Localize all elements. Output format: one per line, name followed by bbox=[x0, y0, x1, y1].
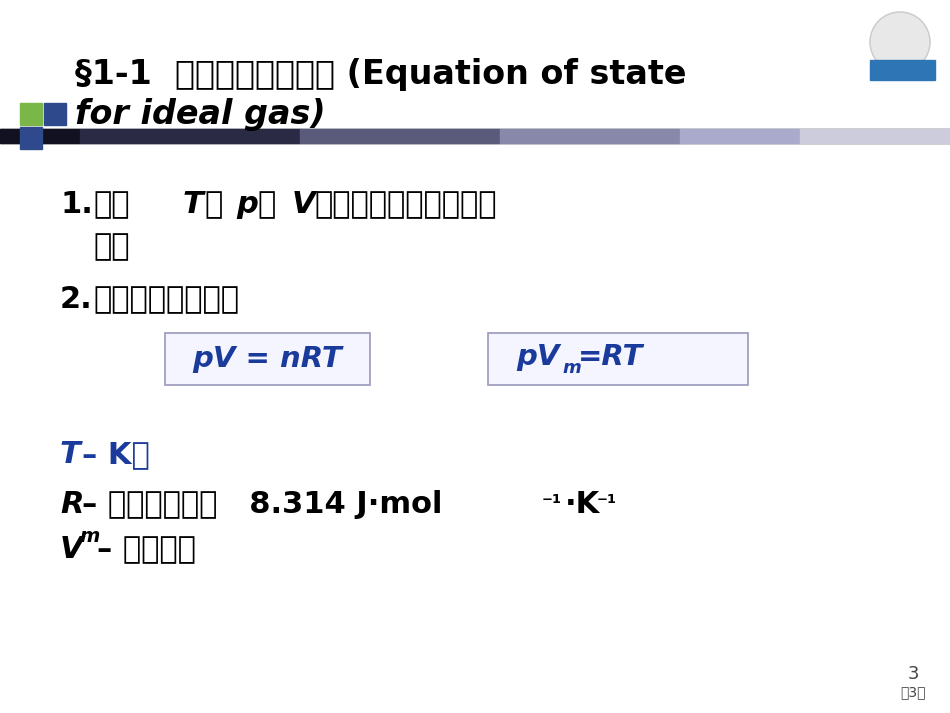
Bar bbox=[44, 103, 66, 125]
Text: – K；: – K； bbox=[82, 440, 150, 469]
Text: ⁻¹: ⁻¹ bbox=[597, 494, 618, 514]
Text: 方程: 方程 bbox=[93, 232, 129, 261]
Bar bbox=[165, 333, 370, 385]
Circle shape bbox=[870, 12, 930, 72]
Text: for ideal gas): for ideal gas) bbox=[75, 98, 326, 131]
Text: R: R bbox=[60, 490, 84, 519]
Bar bbox=[870, 60, 935, 80]
Text: m: m bbox=[562, 359, 580, 377]
Text: 、: 、 bbox=[257, 190, 276, 219]
Text: – 摩尔体积: – 摩尔体积 bbox=[97, 535, 196, 564]
Text: 、: 、 bbox=[204, 190, 222, 219]
Bar bbox=[0, 129, 950, 143]
Text: 联系: 联系 bbox=[93, 190, 129, 219]
Text: =RT: =RT bbox=[578, 343, 643, 371]
Text: – 摩尔气体常数   8.314 J·mol: – 摩尔气体常数 8.314 J·mol bbox=[82, 490, 443, 519]
Text: §1-1  抱负气体状态方程 (Equation of state: §1-1 抱负气体状态方程 (Equation of state bbox=[75, 58, 687, 91]
Bar bbox=[500, 129, 680, 143]
Text: 1.: 1. bbox=[60, 190, 93, 219]
Text: p: p bbox=[236, 190, 257, 219]
Text: 抱负气体状态方程: 抱负气体状态方程 bbox=[93, 285, 239, 314]
Text: 第3页: 第3页 bbox=[901, 685, 925, 699]
Text: pV = nRT: pV = nRT bbox=[193, 345, 342, 373]
Bar bbox=[680, 129, 800, 143]
Text: pV: pV bbox=[516, 343, 560, 371]
Text: m: m bbox=[79, 527, 100, 546]
Text: 之间关系方程称为状态: 之间关系方程称为状态 bbox=[314, 190, 497, 219]
Text: 3: 3 bbox=[907, 665, 919, 683]
Text: 2.: 2. bbox=[60, 285, 93, 314]
Text: T: T bbox=[183, 190, 203, 219]
Bar bbox=[20, 127, 42, 149]
Bar bbox=[800, 129, 950, 143]
Text: ·K: ·K bbox=[565, 490, 600, 519]
Text: V: V bbox=[292, 190, 315, 219]
Text: T: T bbox=[60, 440, 81, 469]
Bar bbox=[300, 129, 500, 143]
Text: V: V bbox=[60, 535, 84, 564]
Text: ⁻¹: ⁻¹ bbox=[542, 494, 562, 514]
Bar bbox=[80, 129, 300, 143]
Bar bbox=[0, 129, 80, 143]
Bar bbox=[20, 103, 42, 125]
Bar bbox=[488, 333, 748, 385]
